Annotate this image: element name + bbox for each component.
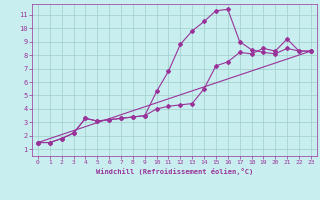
X-axis label: Windchill (Refroidissement éolien,°C): Windchill (Refroidissement éolien,°C) bbox=[96, 168, 253, 175]
